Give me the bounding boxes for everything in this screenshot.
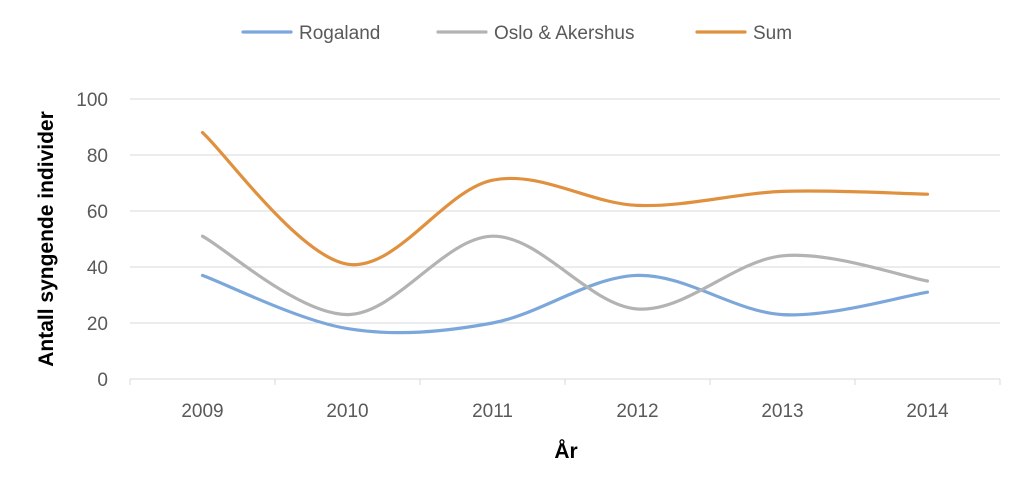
y-tick-label: 80: [87, 146, 108, 167]
x-tick-label: 2010: [326, 401, 368, 422]
series-lines: [200, 131, 930, 335]
series-line-oslo-and-akershus: [200, 234, 930, 317]
x-tick-label: 2013: [761, 401, 803, 422]
grid-lines: [130, 98, 1000, 324]
y-tick-label: 60: [87, 202, 108, 223]
series-line-sum: [200, 131, 930, 267]
legend: Rogaland Oslo & Akershus Sum: [241, 23, 792, 44]
y-axis-tick-labels: 0 20 40 60 80 100: [76, 90, 108, 391]
y-tick-label: 20: [87, 314, 108, 335]
x-tick-label: 2012: [616, 401, 658, 422]
legend-label-rogaland: Rogaland: [299, 23, 380, 44]
series-line-rogaland: [200, 273, 930, 335]
y-tick-label: 0: [97, 370, 108, 391]
x-axis: 2009 2010 2011 2012 2013 2014: [129, 378, 1001, 422]
y-axis-title: Antall syngende individer: [35, 111, 58, 367]
legend-label-oslo-and-akershus: Oslo & Akershus: [494, 23, 634, 44]
y-tick-label: 40: [87, 258, 108, 279]
x-axis-title: År: [554, 439, 577, 463]
x-tick-label: 2009: [181, 401, 223, 422]
x-tick-label: 2014: [906, 401, 949, 422]
y-tick-label: 100: [76, 90, 108, 111]
legend-label-sum: Sum: [753, 23, 792, 44]
x-tick-label: 2011: [472, 401, 513, 422]
